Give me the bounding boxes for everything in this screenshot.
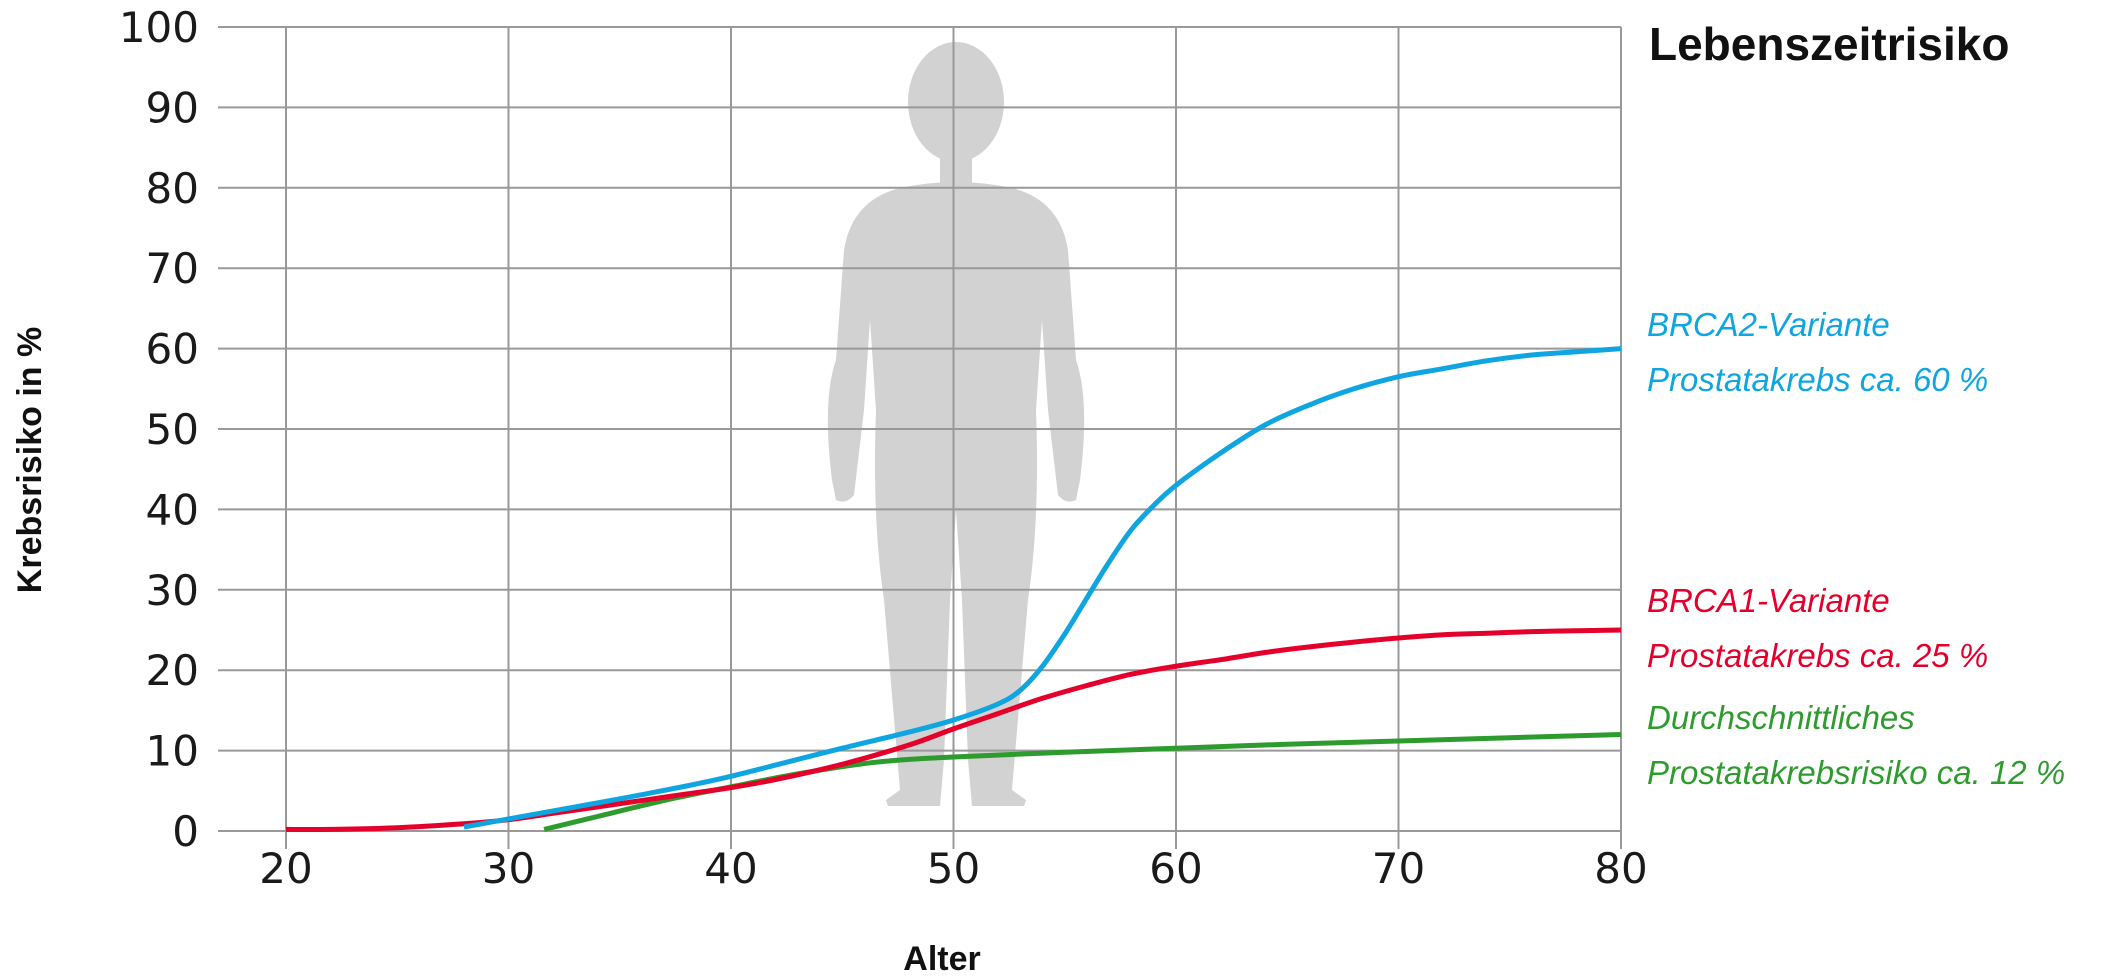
x-axis-title: Alter — [903, 940, 980, 978]
annotation-average-line-2: Prostatakrebsrisiko ca. 12 % — [1647, 754, 2065, 791]
annotation-brca1-line-2: Prostatakrebs ca. 25 % — [1647, 637, 1988, 674]
y-axis-ticks: 0 10 20 30 40 50 60 70 80 90 100 — [119, 3, 199, 856]
y-tick-label: 0 — [172, 807, 199, 856]
human-silhouette-icon — [827, 42, 1085, 806]
x-tick-label: 80 — [1594, 844, 1647, 893]
y-tick-label: 90 — [146, 83, 199, 132]
y-tick-label: 40 — [146, 485, 199, 534]
chart-title: Lebenszeitrisiko — [1649, 18, 2009, 70]
x-tick-label: 50 — [927, 844, 980, 893]
y-tick-label: 20 — [146, 646, 199, 695]
annotation-brca2-line-1: BRCA2-Variante — [1647, 306, 1890, 343]
y-tick-label: 100 — [119, 3, 199, 52]
annotation-brca2-line-2: Prostatakrebs ca. 60 % — [1647, 361, 1988, 398]
series-lines — [285, 346, 1622, 833]
y-tick-label: 70 — [146, 244, 199, 293]
x-tick-label: 70 — [1372, 844, 1425, 893]
x-tick-label: 30 — [482, 844, 535, 893]
y-tick-label: 50 — [146, 405, 199, 454]
annotation-average-line-1: Durchschnittliches — [1647, 699, 1915, 736]
annotation-brca1-line-1: BRCA1-Variante — [1647, 582, 1890, 619]
y-axis-title: Krebsrisiko in % — [11, 327, 49, 593]
series-annotations: BRCA2-Variante Prostatakrebs ca. 60 % BRCA… — [1647, 306, 2065, 791]
x-tick-label: 40 — [704, 844, 757, 893]
y-tick-label: 80 — [146, 164, 199, 213]
x-tick-label: 20 — [259, 844, 312, 893]
x-axis-ticks: 20 30 40 50 60 70 80 — [259, 844, 1647, 893]
series-line-brca2 — [463, 346, 1622, 830]
y-tick-label: 60 — [146, 325, 199, 374]
y-tick-label: 30 — [146, 566, 199, 615]
grid — [218, 26, 1622, 849]
x-tick-label: 60 — [1149, 844, 1202, 893]
y-tick-label: 10 — [146, 727, 199, 776]
